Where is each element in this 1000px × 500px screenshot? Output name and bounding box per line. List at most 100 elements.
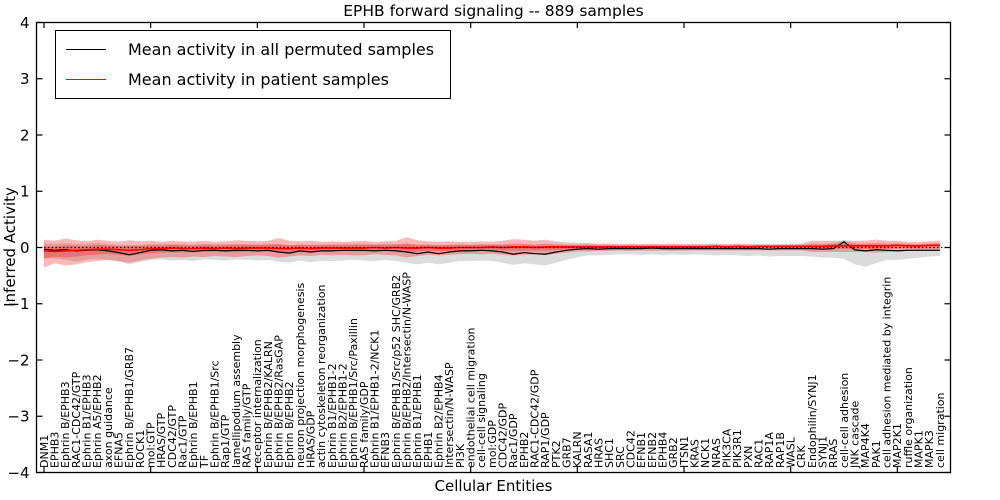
y-axis-label: Inferred Activity	[1, 187, 19, 307]
x-tick-label: RAS family/GTP	[240, 383, 253, 468]
x-tick-label: RRAS	[827, 439, 840, 468]
x-tick-label: CDC42/GDP	[496, 402, 509, 468]
x-tick-label: Ephrin B/EPHB1	[187, 381, 200, 468]
x-tick-label: SHC1	[603, 438, 616, 468]
y-tick-label: −1	[7, 295, 29, 313]
x-tick-label: actin cytoskeleton reorganization	[315, 284, 328, 468]
x-tick-label: HRAS/GDP	[304, 410, 317, 468]
legend-item-patient: Mean activity in patient samples	[66, 67, 434, 92]
legend: Mean activity in all permuted samples Me…	[55, 30, 452, 99]
x-tick-label: mol:GDP	[486, 420, 499, 468]
y-tick-label: −4	[7, 464, 29, 482]
line-permuted-mean	[43, 241, 940, 256]
x-tick-label: GRB7	[560, 437, 573, 468]
x-tick-label: PIK3R1	[731, 429, 744, 468]
x-axis-label: Cellular Entities	[434, 477, 553, 495]
x-tick-label: Ephrin B/EPHB1/Src/Paxillin	[347, 318, 360, 468]
x-tick-label: ruffle organization	[902, 367, 915, 468]
y-tick-label: 4	[20, 14, 30, 32]
x-tick-label: axon guidance	[102, 387, 115, 468]
y-tick-label: 2	[20, 126, 30, 144]
x-tick-label: ROCK1	[134, 430, 147, 468]
x-tick-label: Ephrin B/EPHB2	[283, 381, 296, 468]
x-tick-label: PXN	[742, 446, 755, 468]
y-tick-label: 0	[20, 239, 30, 257]
x-tick-label: MAPK3	[923, 430, 936, 468]
x-tick-label: CDC42/GTP	[166, 405, 179, 468]
x-tick-label: RAP1B	[774, 432, 787, 468]
y-tick-label: 1	[20, 183, 30, 201]
legend-label-permuted: Mean activity in all permuted samples	[128, 40, 435, 59]
x-tick-label: RAC1	[752, 439, 765, 468]
x-tick-label: Ephrin B/EPHB3	[59, 381, 72, 468]
x-tick-label: receptor internalization	[251, 339, 264, 468]
x-tick-label: cell adhesion mediated by integrin	[880, 277, 893, 468]
x-tick-label: NCK1	[699, 438, 712, 468]
x-tick-label: GRB2	[667, 437, 680, 468]
x-tick-label: Rac1/GDP	[507, 413, 520, 468]
x-tick-label: EPHB4	[656, 432, 669, 468]
x-tick-label: Endophilin/SYNJ1	[806, 374, 819, 468]
x-tick-label: RAP1/GDP	[539, 412, 552, 468]
x-tick-label: MAP2K1	[891, 423, 904, 468]
x-tick-label: HRAS	[592, 438, 605, 468]
x-tick-label: Ephrin B1/EPHB1-2/NCK1	[368, 330, 381, 468]
x-tick-label: RAS family/GDP	[358, 381, 371, 468]
x-tick-label: NRAS	[710, 438, 723, 468]
x-tick-label: HRAS/GTP	[155, 412, 168, 468]
x-tick-label: WASL	[784, 436, 797, 468]
x-tick-label: Ephrin B2/EPHB1-2	[336, 363, 349, 468]
x-tick-label: RASA1	[582, 432, 595, 468]
x-tick-label: EPHB1	[422, 432, 435, 468]
x-tick-label: RAC1-CDC42/GTP	[70, 371, 83, 468]
x-tick-label: Ephrin B/EPHB1/Src/p52 SHC/GRB2	[390, 275, 403, 468]
x-tick-label: DNM1	[38, 435, 51, 468]
legend-line-black	[66, 49, 106, 50]
legend-item-permuted: Mean activity in all permuted samples	[66, 37, 434, 62]
x-tick-label: SRC	[614, 446, 627, 468]
x-tick-label: JNK cascade	[848, 401, 861, 469]
x-tick-label: RAP1A	[763, 432, 776, 468]
x-tick-label: MAPK1	[912, 430, 925, 468]
x-tick-label: Ephrin B1/EPHB3	[80, 374, 93, 468]
x-tick-label: SYNJ1	[816, 436, 829, 468]
chart-title: EPHB forward signaling -- 889 samples	[343, 2, 644, 20]
x-tick-label: Ephrin A5/EPHB2	[91, 374, 104, 468]
x-tick-label: TF	[198, 455, 211, 469]
x-tick-label: lamellipodium assembly	[230, 334, 243, 468]
legend-line-red	[66, 79, 106, 80]
x-tick-label: RAC1-CDC42/GDP	[528, 369, 541, 468]
x-tick-label: cell migration	[934, 392, 947, 468]
x-tick-label: EFNA5	[112, 432, 125, 468]
x-tick-label: neuron projection morphogenesis	[294, 282, 307, 468]
legend-label-patient: Mean activity in patient samples	[128, 70, 389, 89]
x-tick-label: cell-cell adhesion	[838, 373, 851, 468]
x-tick-label: EPHB2	[518, 432, 531, 468]
x-tick-label: EFNB2	[646, 432, 659, 468]
x-tick-label: endothelial cell migration	[464, 328, 477, 468]
x-tick-label: CDC42	[624, 430, 637, 468]
x-tick-label: KALRN	[571, 431, 584, 468]
line-patient-mean	[43, 244, 940, 253]
x-tick-label: PI3K	[454, 443, 467, 468]
x-tick-label: EPHB3	[48, 432, 61, 468]
x-tick-label: cell-cell signaling	[475, 373, 488, 468]
x-tick-label: EFNB1	[635, 432, 648, 468]
y-tick-label: −3	[7, 408, 29, 426]
x-tick-label: Rac1/GTP	[176, 415, 189, 468]
x-tick-label: mol:GTP	[144, 422, 157, 468]
x-tick-label: Ephrin B/EPHB2/KALRN	[262, 341, 275, 468]
x-tick-label: MAP4K4	[859, 423, 872, 468]
x-tick-label: PIK3CA	[720, 428, 733, 468]
x-tick-label: Ephrin B/EPHB1/GRB7	[123, 347, 136, 468]
x-tick-label: Rap1/GTP	[219, 414, 232, 468]
x-tick-label: PAK1	[870, 440, 883, 468]
y-tick-label: −2	[7, 351, 29, 369]
x-tick-label: CRK	[795, 445, 808, 468]
x-tick-label: Ephrin B1/EPHB1	[411, 374, 424, 468]
x-tick-label: Ephrin B/EPHB1/Src	[208, 360, 221, 468]
x-tick-label: Ephrin B1/EPHB1-2	[326, 363, 339, 468]
x-tick-label: EFNB3	[379, 432, 392, 468]
